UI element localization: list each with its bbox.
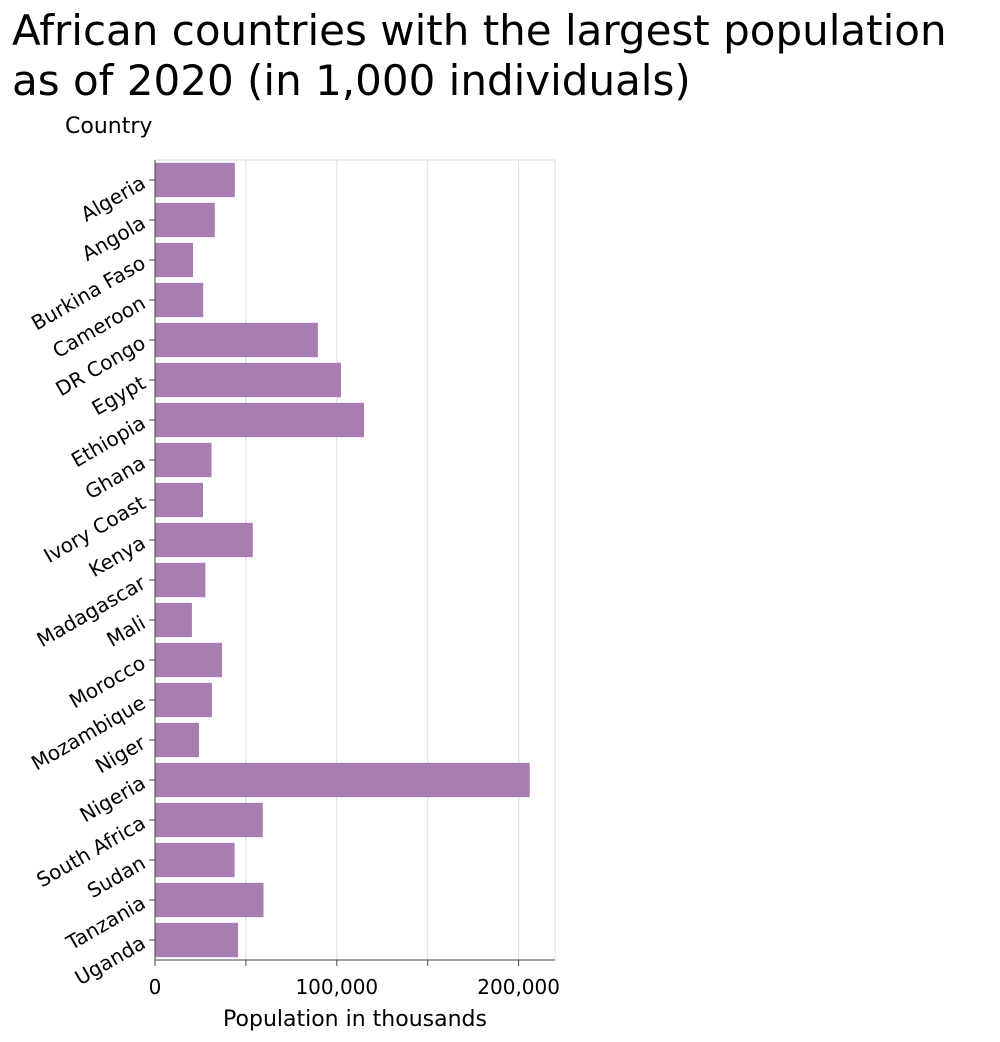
bar-tanzania [155, 882, 264, 918]
y-axis-title: Country [65, 114, 152, 139]
bar-ivory-coast [155, 482, 203, 518]
bar-south-africa [155, 802, 263, 838]
x-tick-label: 100,000 [295, 975, 378, 999]
x-axis-title: Population in thousands [223, 1007, 487, 1032]
bar-morocco [155, 642, 223, 678]
bar-uganda [155, 922, 239, 958]
x-tick-label: 200,000 [477, 975, 560, 999]
bar-madagascar [155, 562, 206, 598]
x-tick-label: 0 [149, 975, 162, 999]
bar-ghana [155, 442, 212, 478]
bars [155, 162, 530, 958]
y-tick-label: Mali [102, 611, 149, 652]
bar-egypt [155, 362, 341, 398]
bar-ethiopia [155, 402, 365, 438]
grid-lines [155, 159, 556, 960]
bar-kenya [155, 522, 253, 558]
bar-angola [155, 202, 215, 238]
bar-algeria [155, 162, 235, 198]
bar-mozambique [155, 682, 212, 718]
bar-sudan [155, 842, 235, 878]
bar-dr-congo [155, 322, 318, 358]
bar-burkina-faso [155, 242, 193, 278]
bar-niger [155, 722, 199, 758]
chart-title: African countries with the largest popul… [12, 6, 947, 105]
bar-mali [155, 602, 192, 638]
bar-cameroon [155, 282, 204, 318]
bar-nigeria [155, 762, 530, 798]
axes [149, 160, 555, 966]
